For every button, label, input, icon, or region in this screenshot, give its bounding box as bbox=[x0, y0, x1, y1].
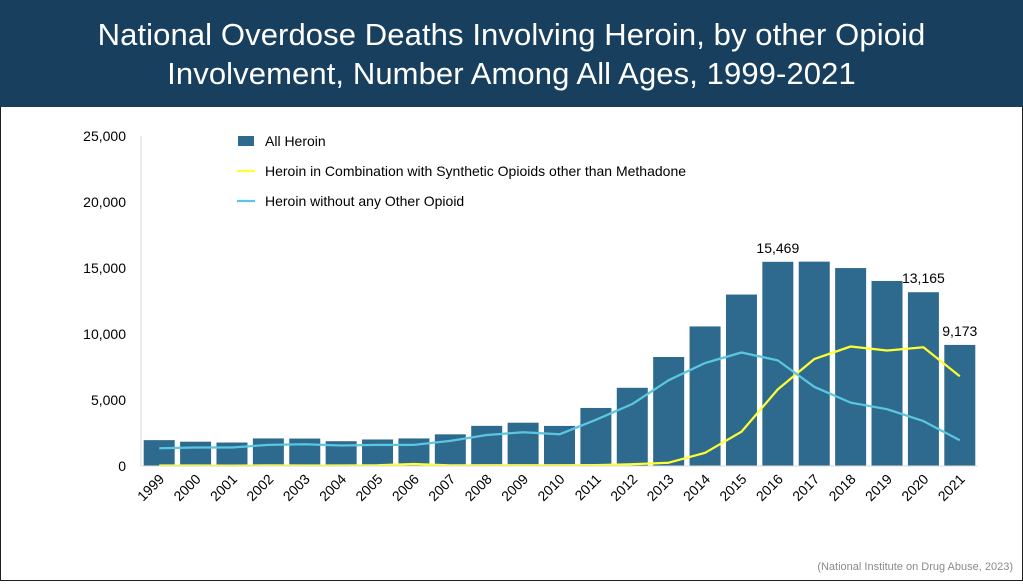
bar-all-heroin-2020 bbox=[907, 292, 939, 466]
x-tick-label: 2020 bbox=[898, 471, 931, 504]
bar-all-heroin-2011 bbox=[580, 407, 612, 466]
data-label-2021: 9,173 bbox=[942, 323, 977, 339]
chart-area: 0 5,000 10,000 15,000 20,000 25,000 15,469 13,… bbox=[0, 107, 1023, 581]
chart-title-line-1: National Overdose Deaths Involving Heroi… bbox=[97, 17, 926, 52]
title-bar: National Overdose Deaths Involving Heroi… bbox=[0, 0, 1023, 107]
bar-all-heroin-2009 bbox=[507, 422, 539, 466]
bar-all-heroin-1999 bbox=[143, 440, 175, 466]
y-tick-label: 20,000 bbox=[83, 194, 126, 210]
y-tick-label: 15,000 bbox=[83, 260, 126, 276]
x-tick-label: 2018 bbox=[825, 471, 858, 504]
bar-all-heroin-2014 bbox=[689, 326, 721, 466]
y-tick-label: 25,000 bbox=[83, 128, 126, 144]
bar-all-heroin-2008 bbox=[471, 425, 503, 466]
chart-title-line-2: Involvement, Number Among All Ages, 1999… bbox=[167, 56, 856, 91]
x-tick-label: 2021 bbox=[935, 471, 968, 504]
bar-all-heroin-2018 bbox=[835, 268, 867, 466]
x-tick-label: 2007 bbox=[425, 471, 458, 504]
bar-all-heroin-2002 bbox=[252, 438, 284, 466]
legend-swatch-all-heroin bbox=[238, 136, 254, 146]
bar-all-heroin-2015 bbox=[725, 294, 757, 466]
x-tick-label: 2009 bbox=[498, 471, 531, 504]
heroin-deaths-chart: 0 5,000 10,000 15,000 20,000 25,000 15,469 13,… bbox=[83, 128, 978, 504]
source-citation: (National Institute on Drug Abuse, 2023) bbox=[817, 561, 1013, 573]
x-tick-label: 2006 bbox=[389, 471, 422, 504]
bar-all-heroin-2010 bbox=[544, 425, 575, 466]
x-tick-label: 2019 bbox=[862, 471, 895, 504]
y-tick-label: 10,000 bbox=[83, 326, 126, 342]
y-tick-label: 5,000 bbox=[91, 392, 126, 408]
data-label-2016: 15,469 bbox=[756, 240, 799, 256]
bar-all-heroin-2003 bbox=[289, 438, 321, 466]
bar-all-heroin-2021 bbox=[944, 344, 976, 466]
x-tick-label: 2012 bbox=[607, 471, 640, 504]
bar-all-heroin-2019 bbox=[871, 280, 903, 466]
legend-label: Heroin in Combination with Synthetic Opi… bbox=[265, 163, 686, 179]
x-tick-label: 2000 bbox=[170, 471, 203, 504]
x-tick-label: 2017 bbox=[789, 471, 822, 504]
line-heroin-without-other-opioid bbox=[159, 351, 961, 450]
x-tick-label: 2008 bbox=[461, 471, 494, 504]
x-tick-label: 2005 bbox=[352, 471, 385, 504]
x-tick-label: 2004 bbox=[316, 471, 349, 504]
x-tick-label: 2010 bbox=[534, 471, 567, 504]
bar-all-heroin-2016 bbox=[762, 261, 794, 466]
x-tick-label: 2002 bbox=[243, 471, 276, 504]
x-tick-label: 2011 bbox=[571, 471, 604, 504]
bar-all-heroin-2012 bbox=[616, 387, 648, 466]
y-tick-label: 0 bbox=[118, 458, 126, 474]
x-tick-label: 2003 bbox=[280, 471, 313, 504]
x-tick-label: 2014 bbox=[680, 471, 713, 504]
line-heroin-with-synthetic-opioids bbox=[159, 345, 961, 467]
data-label-2020: 13,165 bbox=[902, 270, 945, 286]
x-tick-label: 2001 bbox=[207, 471, 240, 504]
legend-label: Heroin without any Other Opioid bbox=[265, 193, 464, 209]
legend-label: All Heroin bbox=[265, 133, 326, 149]
x-tick-label: 1999 bbox=[134, 471, 167, 504]
bar-all-heroin-2013 bbox=[653, 357, 685, 466]
bar-all-heroin-2017 bbox=[798, 261, 830, 466]
x-tick-label: 2016 bbox=[753, 471, 786, 504]
x-tick-label: 2013 bbox=[643, 471, 676, 504]
bar-all-heroin-2000 bbox=[180, 441, 212, 466]
bar-all-heroin-2005 bbox=[362, 439, 394, 466]
x-tick-label: 2015 bbox=[716, 471, 749, 504]
